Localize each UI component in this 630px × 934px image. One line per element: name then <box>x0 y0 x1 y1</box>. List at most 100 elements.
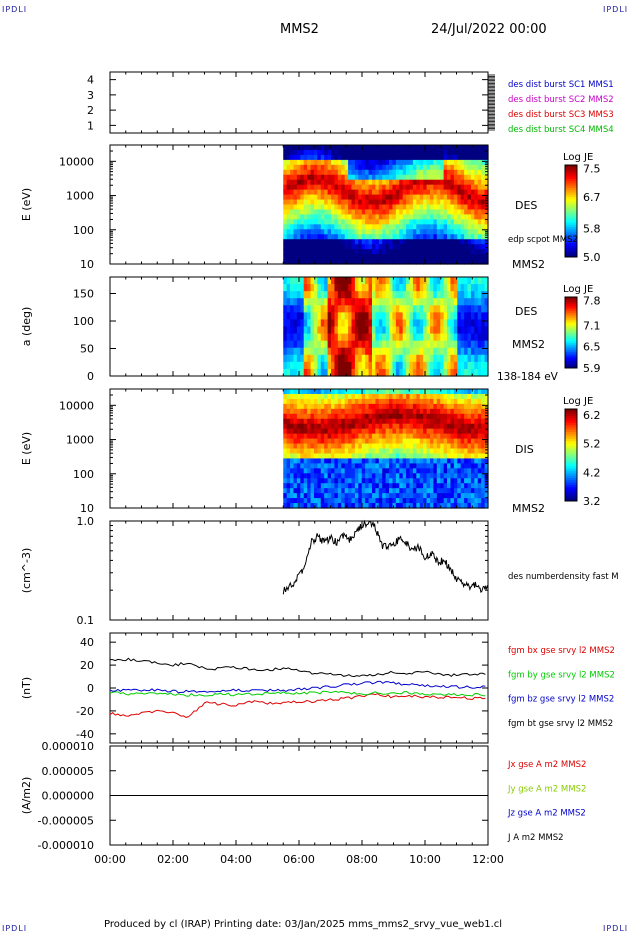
spectrogram-cell <box>378 354 383 363</box>
spectrogram-cell <box>419 145 424 151</box>
spectrogram-cell <box>457 254 462 260</box>
spectrogram-cell <box>371 319 376 328</box>
spectrogram-cell <box>467 448 472 455</box>
spectrogram-cell <box>474 145 479 151</box>
spectrogram-cell <box>389 244 394 250</box>
spectrogram-cell <box>423 398 428 405</box>
spectrogram-cell <box>457 433 462 440</box>
spectrogram-cell <box>412 389 417 395</box>
spectrogram-cell <box>368 453 373 460</box>
spectrogram-cell <box>293 503 298 509</box>
spectrogram-cell <box>334 473 339 479</box>
spectrogram-cell <box>470 453 475 460</box>
spectrogram-cell <box>331 488 336 494</box>
spectrogram-cell <box>313 199 318 206</box>
spectrogram-cell <box>385 145 390 151</box>
y-axis-label: (cm^-3) <box>20 548 33 594</box>
spectrogram-cell <box>324 234 329 240</box>
spectrogram-cell <box>368 174 373 181</box>
spectrogram-cell <box>368 244 373 250</box>
spectrogram-cell <box>307 249 312 255</box>
spectrogram-cell <box>348 179 353 186</box>
spectrogram-cell <box>286 234 291 240</box>
y-tick-label: -40 <box>76 728 94 741</box>
spectrogram-cell <box>344 169 349 176</box>
colorbar-tick-label: 5.9 <box>583 362 601 375</box>
spectrogram-cell <box>467 204 472 211</box>
colorbar-swatch <box>565 320 577 323</box>
spectrogram-cell <box>385 259 390 265</box>
spectrogram-cell <box>392 209 397 216</box>
spectrogram-cell <box>351 473 356 479</box>
spectrogram-cell <box>470 145 475 151</box>
spectrogram-cell <box>474 478 479 484</box>
spectrogram-cell <box>470 428 475 435</box>
colorbar-swatch <box>565 337 577 341</box>
spectrogram-cell <box>296 458 301 464</box>
spectrogram-cell <box>440 244 445 250</box>
spectrogram-cell <box>348 368 353 377</box>
spectrogram-cell <box>385 284 390 292</box>
spectrogram-cell <box>457 154 462 161</box>
spectrogram-cell <box>406 473 411 479</box>
spectrogram-cell <box>429 368 434 377</box>
spectrogram-cell <box>317 361 322 370</box>
spectrogram-cell <box>334 448 339 455</box>
spectrogram-cell <box>307 453 312 460</box>
spectrogram-cell <box>402 478 407 484</box>
spectrogram-cell <box>443 498 448 504</box>
spectrogram-cell <box>303 194 308 201</box>
spectrogram-cell <box>293 291 298 299</box>
spectrogram-cell <box>385 224 390 230</box>
colorbar-swatch <box>565 325 577 328</box>
spectrogram-cell <box>460 333 465 342</box>
spectrogram-cell <box>392 488 397 494</box>
spectrogram-cell <box>371 443 376 450</box>
spectrogram-cell <box>484 428 489 435</box>
spectrogram-cell <box>320 179 325 186</box>
spectrogram-cell <box>409 354 414 363</box>
spectrogram-cell <box>296 312 301 321</box>
spectrogram-cell <box>341 214 346 220</box>
spectrogram-cell <box>327 229 332 235</box>
spectrogram-cell <box>450 453 455 460</box>
spectrogram-cell <box>348 418 353 425</box>
spectrogram-cell <box>307 145 312 151</box>
colorbar-swatch <box>565 234 577 237</box>
spectrogram-cell <box>389 224 394 230</box>
spectrogram-cell <box>351 463 356 469</box>
legend-label-density: des numberdensity fast M <box>508 572 619 582</box>
spectrogram-cell <box>481 312 486 321</box>
spectrogram-cell <box>368 204 373 211</box>
spectrogram-cell <box>358 418 363 425</box>
spectrogram-cell <box>344 458 349 464</box>
spectrogram-cell <box>412 277 417 285</box>
y-tick-label: 20 <box>80 659 94 672</box>
spectrogram-cell <box>324 418 329 425</box>
spectrogram-cell <box>402 347 407 356</box>
spectrogram-cell <box>433 453 438 460</box>
spectrogram-cell <box>450 423 455 430</box>
spectrogram-cell <box>313 326 318 335</box>
colorbar-swatch <box>565 208 577 212</box>
spectrogram-cell <box>470 184 475 191</box>
spectrogram-cell <box>416 361 421 370</box>
spectrogram-cell <box>464 169 469 176</box>
spectrogram-cell <box>331 194 336 201</box>
spectrogram-cell <box>385 291 390 299</box>
spectrogram-cell <box>436 468 441 474</box>
spectrogram-cell <box>368 234 373 240</box>
x-tick-label: 12:00 <box>472 853 504 866</box>
spectrogram-cell <box>474 319 479 328</box>
spectrogram-cell <box>477 189 482 196</box>
spectrogram-cell <box>293 305 298 313</box>
spectrogram-cell <box>296 219 301 225</box>
spectrogram-cell <box>481 488 486 494</box>
spectrogram-cell <box>290 204 295 211</box>
spectrogram-cell <box>409 284 414 292</box>
spectrogram-cell <box>406 443 411 450</box>
spectrogram-cell <box>317 393 322 400</box>
spectrogram-cell <box>412 478 417 484</box>
spectrogram-cell <box>348 229 353 235</box>
spectrogram-cell <box>412 149 417 156</box>
